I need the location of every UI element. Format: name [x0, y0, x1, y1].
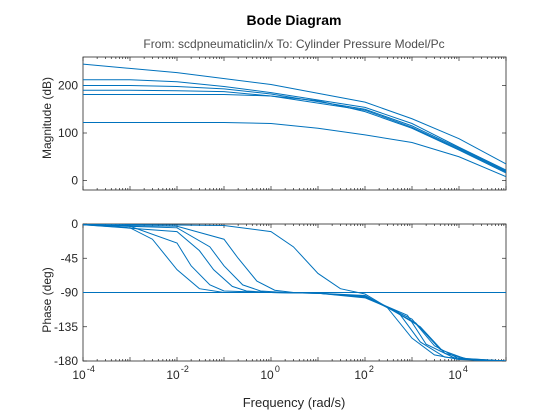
phase-y-tick-label: 0 [71, 217, 78, 231]
x-tick-exponent: -4 [87, 364, 95, 374]
phase-y-tick-label: -90 [61, 286, 79, 300]
phase-y-tick-label: -180 [54, 354, 78, 368]
phase-curve-4 [83, 224, 506, 361]
x-tick-exponent: 0 [275, 364, 280, 374]
phase-y-tick-label: -45 [61, 251, 79, 265]
phase-ylabel: Phase (deg) [40, 267, 54, 332]
phase-curve-6 [83, 224, 506, 361]
x-tick-exponent: -2 [181, 364, 189, 374]
magnitude-y-tick-label: 100 [58, 126, 78, 140]
chart-title: Bode Diagram [247, 12, 342, 28]
x-tick-label: 10 [260, 368, 274, 382]
x-tick-label: 10 [448, 368, 462, 382]
x-tick-label: 10 [166, 368, 180, 382]
x-axis-label: Frequency (rad/s) [243, 395, 346, 410]
magnitude-y-tick-label: 0 [71, 174, 78, 188]
magnitude-y-tick-label: 200 [58, 79, 78, 93]
magnitude-curve-6 [83, 122, 506, 178]
x-tick-exponent: 2 [369, 364, 374, 374]
chart-subtitle: From: scdpneumaticlin/x To: Cylinder Pre… [143, 37, 444, 51]
magnitude-curve-2 [83, 79, 506, 171]
magnitude-plot-frame [82, 56, 507, 191]
magnitude-curve-3 [83, 85, 506, 172]
magnitude-axes: 0 100 200 [58, 56, 507, 191]
x-tick-exponent: 4 [463, 364, 468, 374]
phase-y-tick-label: -135 [54, 320, 78, 334]
magnitude-curve-5 [83, 94, 506, 174]
x-tick-label: 10 [354, 368, 368, 382]
magnitude-ylabel: Magnitude (dB) [40, 77, 54, 159]
phase-curve-7 [83, 224, 506, 361]
magnitude-curve-1 [83, 63, 506, 165]
phase-curve-5 [83, 224, 506, 361]
x-tick-label: 10 [72, 368, 86, 382]
